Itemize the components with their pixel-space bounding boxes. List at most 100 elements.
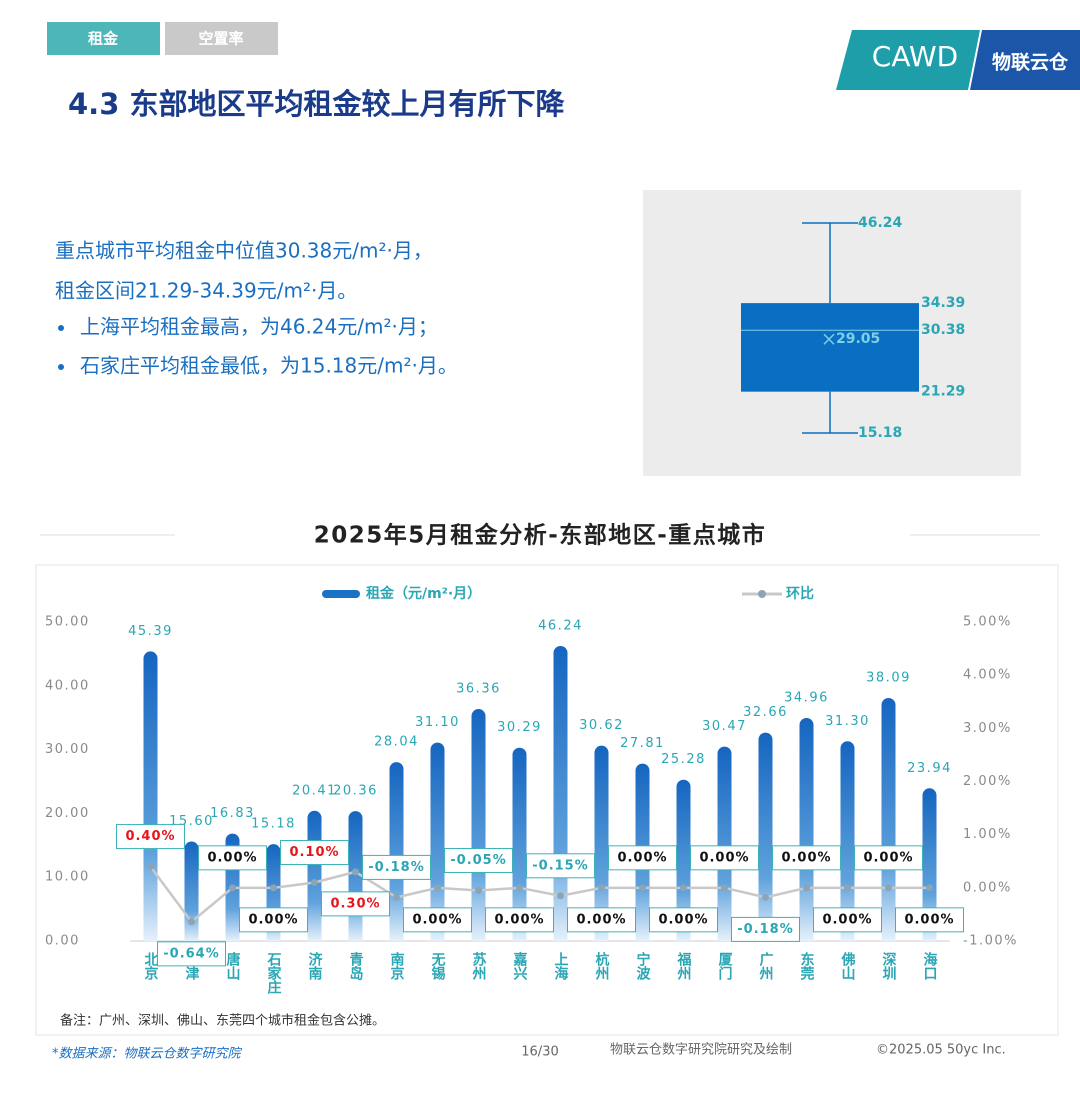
bar — [922, 788, 937, 941]
line-value-label: 0.00% — [781, 850, 831, 865]
label-box — [403, 907, 472, 933]
bar-value-label: 34.96 — [784, 690, 829, 705]
line-point — [229, 884, 236, 892]
bar — [717, 746, 732, 941]
line-point — [475, 886, 482, 894]
bar-value-label: 36.36 — [456, 682, 501, 697]
logo-block — [836, 30, 980, 90]
x-tick-label: 深圳 — [881, 951, 897, 981]
x-tick-label: 杭州 — [594, 951, 611, 981]
line-value-label: 0.00% — [699, 850, 749, 865]
label-box — [362, 854, 431, 880]
logo-block — [970, 30, 1080, 90]
bar-value-label: 31.10 — [415, 715, 460, 730]
line-value-label: -0.18% — [368, 860, 425, 875]
line-value-label: 0.00% — [904, 912, 954, 927]
bar — [676, 779, 691, 941]
y-tick-label: 20.00 — [45, 806, 90, 821]
tab-label[interactable]: 租金 — [88, 30, 119, 48]
box-label: 34.39 — [921, 295, 965, 311]
box-label: 30.38 — [921, 322, 965, 338]
bar-value-label: 27.81 — [620, 736, 665, 751]
y2-tick-label: 5.00% — [963, 615, 1012, 630]
line-value-label: 0.00% — [412, 912, 462, 927]
summary-line: 重点城市平均租金中位值30.38元/m²·月， — [55, 239, 433, 263]
y2-tick-label: 3.00% — [963, 721, 1012, 736]
label-box — [608, 845, 677, 871]
line-point — [557, 892, 564, 900]
label-box — [444, 847, 513, 873]
line-value-label: 0.00% — [494, 912, 544, 927]
x-tick-label: 南京 — [389, 951, 405, 981]
page-title: 4.3 东部地区平均租金较上月有所下降 — [68, 87, 565, 121]
tab[interactable] — [165, 22, 278, 55]
line — [149, 865, 930, 924]
bar — [389, 762, 404, 941]
line-point — [147, 863, 154, 871]
line-value-label: 0.00% — [822, 912, 872, 927]
box-label: 15.18 — [858, 425, 902, 441]
bar — [307, 810, 322, 941]
x-tick-label: 佛山 — [840, 951, 857, 981]
bar-value-label: 15.18 — [251, 817, 296, 832]
label-box — [813, 907, 882, 933]
y2-tick-label: 2.00% — [963, 774, 1012, 789]
line-value-label: 0.00% — [207, 850, 257, 865]
line-value-label: 0.00% — [576, 912, 626, 927]
tab-label[interactable]: 空置率 — [198, 30, 243, 48]
legend-label: 环比 — [786, 585, 814, 602]
bullet — [58, 364, 64, 370]
summary-bullet: 石家庄平均租金最低，为15.18元/m²·月。 — [80, 354, 458, 378]
x-tick-label: 东莞 — [799, 951, 815, 981]
bar — [799, 717, 814, 941]
label-box — [321, 891, 390, 917]
label-box — [157, 941, 226, 967]
x-tick-label: 海口 — [922, 951, 938, 980]
tab-active[interactable] — [47, 22, 160, 55]
label-box — [198, 845, 267, 871]
line-value-label: -0.18% — [737, 922, 794, 937]
bar-value-label: 30.47 — [702, 719, 747, 734]
line-point — [516, 884, 523, 892]
bullet — [58, 325, 64, 331]
line-value-label: 0.40% — [125, 829, 175, 844]
line-point — [434, 884, 441, 892]
bar-value-label: 32.66 — [743, 705, 788, 720]
y2-tick-label: -1.00% — [963, 934, 1018, 949]
x-tick-label: 无锡 — [430, 952, 447, 981]
bar-value-label: 31.30 — [825, 714, 870, 729]
label-box — [116, 824, 185, 850]
bar-value-label: 20.41 — [292, 783, 337, 798]
bar — [594, 745, 609, 941]
x-tick-label: 厦门 — [717, 952, 733, 981]
label-box — [895, 907, 964, 933]
label-box — [485, 907, 554, 933]
box — [741, 303, 919, 392]
x-tick-label: 苏州 — [471, 951, 488, 981]
line-point — [188, 918, 195, 926]
bar-value-label: 23.94 — [907, 761, 952, 776]
line-point — [598, 884, 605, 892]
chart-title: 2025年5月租金分析-东部地区-重点城市 — [314, 522, 767, 549]
bar-value-label: 30.62 — [579, 718, 624, 733]
copyright: ©2025.05 50yc Inc. — [876, 1043, 1006, 1058]
bar — [840, 741, 855, 941]
line-point — [270, 884, 277, 892]
line-value-label: 0.00% — [617, 850, 667, 865]
line-value-label: 0.00% — [863, 850, 913, 865]
line-value-label: -0.15% — [532, 858, 589, 873]
credit: 物联云仓数字研究院研究及绘制 — [610, 1043, 792, 1058]
bar — [881, 697, 896, 941]
logo-text: CAWD — [872, 40, 958, 73]
line-point — [639, 884, 646, 892]
bar — [758, 732, 773, 941]
label-box — [690, 845, 759, 871]
bar — [143, 651, 158, 941]
mean-marker — [823, 333, 835, 345]
y-tick-label: 40.00 — [45, 678, 90, 693]
line-value-label: 0.30% — [330, 896, 380, 911]
bar-value-label: 46.24 — [538, 618, 583, 633]
y-tick-label: 10.00 — [45, 870, 90, 885]
label-box — [649, 907, 718, 933]
summary-bullet: 上海平均租金最高，为46.24元/m²·月； — [80, 315, 438, 339]
